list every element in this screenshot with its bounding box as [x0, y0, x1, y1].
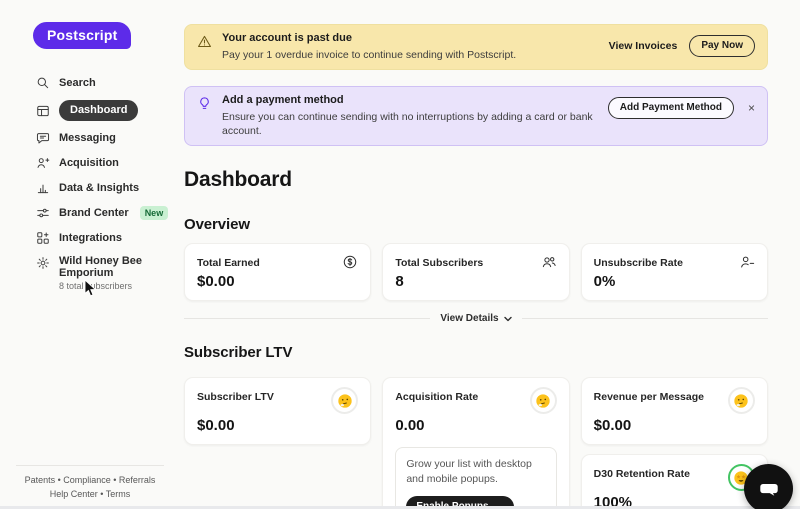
acquisition-rate-card: Acquisition Rate 0.00 Grow your list wit…	[382, 377, 570, 509]
sidebar-item-search[interactable]: Search	[0, 75, 180, 91]
lightbulb-icon	[197, 96, 212, 111]
sidebar-footer: Patents • Compliance • Referrals Help Ce…	[16, 465, 164, 501]
past-due-actions: View Invoices Pay Now	[609, 35, 755, 57]
sidebar-item-label: Dashboard	[59, 100, 139, 121]
payment-method-text: Add a payment method Ensure you can cont…	[222, 93, 608, 138]
stat-label: Unsubscribe Rate	[593, 257, 683, 269]
subscriber-ltv-card: Subscriber LTV $0.00	[184, 377, 372, 445]
chevron-down-icon	[503, 316, 512, 321]
sidebar-item-messaging[interactable]: Messaging	[0, 130, 180, 146]
warning-triangle-icon	[197, 34, 212, 49]
view-details-divider: View Details	[184, 313, 768, 324]
stat-label: Revenue per Message	[593, 391, 704, 403]
stat-label: Acquisition Rate	[395, 391, 479, 403]
postscript-logo[interactable]: Postscript	[33, 22, 132, 49]
enable-popups-label: Enable Popups	[416, 501, 488, 509]
blocks-plus-icon	[36, 231, 50, 245]
d30-retention-rate-card: D30 Retention Rate 100%	[580, 454, 768, 509]
stat-value: 0%	[593, 273, 616, 290]
people-icon	[541, 254, 557, 270]
sidebar: Postscript Search Dashboard Messaging Ac…	[0, 0, 180, 509]
payment-method-actions: Add Payment Method ×	[607, 97, 755, 119]
main-content: Your account is past due Pay your 1 over…	[184, 0, 768, 509]
sidebar-nav: Search Dashboard Messaging Acquisition D	[0, 75, 180, 291]
page-title: Dashboard	[184, 168, 292, 191]
sidebar-item-acquisition[interactable]: Acquisition	[0, 155, 180, 171]
past-due-banner: Your account is past due Pay your 1 over…	[184, 24, 768, 70]
footer-links-row2[interactable]: Help Center • Terms	[49, 488, 131, 499]
thinking-face-emoji	[331, 387, 359, 414]
stat-value: $0.00	[197, 417, 235, 434]
message-bubble-icon	[36, 131, 50, 145]
subscriber-ltv-heading: Subscriber LTV	[184, 344, 293, 361]
stat-label: Total Subscribers	[395, 257, 484, 269]
thinking-face-emoji	[727, 387, 755, 414]
shop-name: Wild Honey Bee Emporium	[59, 255, 143, 279]
new-badge: New	[139, 205, 169, 221]
window-bottom-edge	[0, 506, 800, 509]
add-payment-method-button[interactable]: Add Payment Method	[607, 97, 734, 119]
sidebar-item-label: Integrations	[59, 232, 122, 244]
stat-value: $0.00	[593, 417, 632, 434]
payment-method-title: Add a payment method	[222, 94, 344, 106]
unsubscribe-rate-card: Unsubscribe Rate 0%	[580, 243, 768, 301]
revenue-per-message-card: Revenue per Message $0.00	[580, 377, 768, 445]
stat-label: Subscriber LTV	[197, 391, 274, 403]
view-details-button[interactable]: View Details	[440, 313, 512, 324]
sidebar-item-label: Brand Center	[59, 207, 129, 219]
popups-tip-text: Grow your list with desktop and mobile p…	[406, 458, 532, 486]
stat-label: Total Earned	[197, 257, 260, 269]
search-icon	[36, 76, 50, 90]
sidebar-item-label: Messaging	[59, 132, 116, 144]
footer-links-row1[interactable]: Patents • Compliance • Referrals	[24, 475, 156, 485]
sidebar-item-brand-center[interactable]: Brand Center New	[0, 205, 180, 221]
past-due-title: Your account is past due	[222, 32, 352, 44]
bar-chart-icon	[36, 181, 50, 195]
gear-icon	[36, 256, 50, 270]
past-due-text: Your account is past due Pay your 1 over…	[222, 31, 609, 62]
sidebar-item-label: Acquisition	[59, 157, 119, 169]
sidebar-item-label: Search	[59, 77, 96, 89]
sidebar-item-shop[interactable]: Wild Honey Bee Emporium 8 total subscrib…	[0, 255, 180, 291]
thinking-face-emoji	[529, 387, 557, 414]
total-subscribers-card: Total Subscribers 8	[382, 243, 570, 301]
sidebar-item-dashboard[interactable]: Dashboard	[0, 100, 180, 121]
stat-value: $0.00	[197, 273, 235, 290]
pay-now-button[interactable]: Pay Now	[689, 35, 755, 57]
sidebar-item-data-insights[interactable]: Data & Insights	[0, 180, 180, 196]
chat-launcher-button[interactable]	[744, 464, 793, 509]
ltv-cards: Subscriber LTV $0.00 Acquisition Rate 0.…	[184, 377, 768, 509]
user-plus-icon	[36, 156, 50, 170]
enable-popups-button[interactable]: Enable Popups →	[406, 496, 514, 509]
past-due-body: Pay your 1 overdue invoice to continue s…	[222, 49, 517, 61]
stat-value: 8	[395, 273, 404, 290]
sidebar-item-label: Data & Insights	[59, 182, 140, 194]
stat-value: 0.00	[395, 417, 425, 434]
dashboard-icon	[36, 104, 50, 118]
chat-bubble-icon	[759, 483, 778, 496]
view-details-label: View Details	[440, 313, 499, 324]
overview-heading: Overview	[184, 216, 250, 233]
dollar-circle-icon	[342, 254, 358, 270]
person-minus-icon	[739, 254, 755, 270]
close-icon[interactable]: ×	[747, 101, 755, 115]
sidebar-item-integrations[interactable]: Integrations	[0, 230, 180, 246]
sliders-icon	[36, 206, 50, 220]
payment-method-body: Ensure you can continue sending with no …	[222, 111, 593, 137]
popups-tip-card: Grow your list with desktop and mobile p…	[395, 447, 557, 509]
stat-label: D30 Retention Rate	[593, 468, 690, 480]
arrow-right-icon: →	[494, 501, 504, 509]
total-earned-card: Total Earned $0.00	[184, 243, 372, 301]
overview-cards: Total Earned $0.00 Total Subscribers 8 U…	[184, 243, 768, 301]
payment-method-banner: Add a payment method Ensure you can cont…	[184, 86, 768, 146]
stat-value: 100%	[593, 494, 633, 509]
shop-subscriber-count: 8 total subscribers	[59, 281, 133, 291]
view-invoices-link[interactable]: View Invoices	[608, 40, 678, 52]
